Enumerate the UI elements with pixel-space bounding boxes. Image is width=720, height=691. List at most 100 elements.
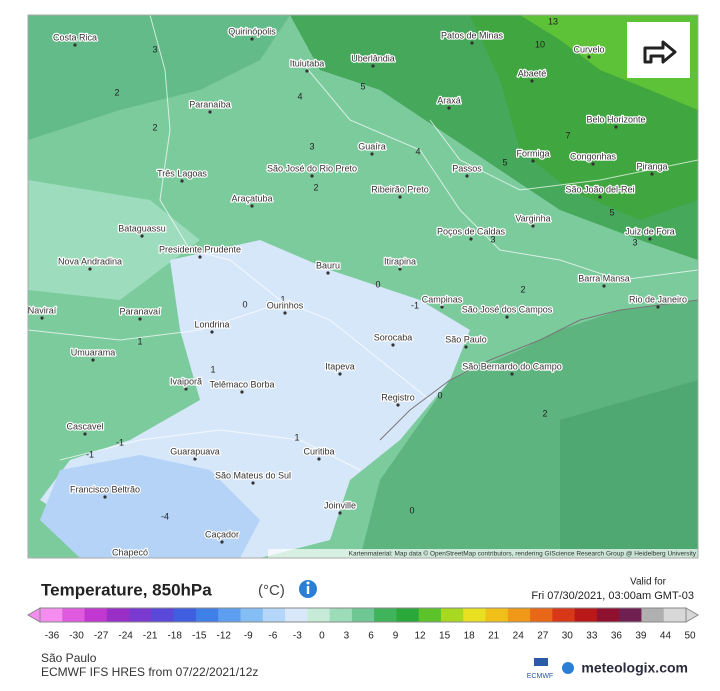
contour-label: 10 xyxy=(535,39,545,49)
city-dot xyxy=(208,110,212,114)
map-frame xyxy=(27,14,699,559)
contour-label: 0 xyxy=(242,299,247,309)
colorbar-segment xyxy=(262,608,286,622)
contour-label: 2 xyxy=(542,408,547,418)
city-label: Rio de Janeiro xyxy=(629,294,687,304)
legend-tick-label: 9 xyxy=(393,631,399,642)
contour-label: 0 xyxy=(375,279,380,289)
colorbar-segment xyxy=(663,608,687,622)
city-dot xyxy=(250,204,254,208)
city-label: Passos xyxy=(452,163,482,173)
contour-label: 0 xyxy=(409,505,414,515)
city-dot xyxy=(510,372,514,376)
city-dot xyxy=(464,345,468,349)
city-dot xyxy=(398,195,402,199)
info-icon[interactable] xyxy=(299,580,317,598)
city-label: Curvelo xyxy=(573,44,604,54)
city-dot xyxy=(73,43,77,47)
map[interactable]: Kartenmaterial: Map data © OpenStreetMap… xyxy=(28,15,698,562)
city-dot xyxy=(530,79,534,83)
city-dot xyxy=(317,457,321,461)
legend-tick-label: 24 xyxy=(513,631,525,642)
city-dot xyxy=(648,237,652,241)
contour-label: 2 xyxy=(313,182,318,192)
colorbar-segment xyxy=(530,608,553,622)
city-label: São José do Rio Preto xyxy=(267,163,357,173)
city-dot xyxy=(310,174,314,178)
city-dot xyxy=(465,174,469,178)
legend-tick-label: 33 xyxy=(586,631,598,642)
legend-tick-label: 36 xyxy=(611,631,623,642)
valid-label: Valid for xyxy=(630,577,667,588)
city-dot xyxy=(440,305,444,309)
city-dot xyxy=(138,317,142,321)
city-label: Guarapuava xyxy=(170,446,220,456)
colorbar-segment xyxy=(507,608,531,622)
colorbar-segment xyxy=(596,608,620,622)
city-dot xyxy=(210,330,214,334)
colorbar-segment xyxy=(374,608,397,622)
ecmwf-text: ECMWF xyxy=(527,673,553,680)
contour-label: 2 xyxy=(152,122,157,132)
city-label: Naviraí xyxy=(28,305,57,315)
city-label: Piranga xyxy=(636,161,667,171)
contour-label: 1 xyxy=(210,364,215,374)
colorbar-segment xyxy=(485,608,509,622)
city-dot xyxy=(614,125,618,129)
city-label: Abaeté xyxy=(518,68,547,78)
city-label: Ribeirão Preto xyxy=(371,184,429,194)
city-dot xyxy=(470,41,474,45)
city-dot xyxy=(283,311,287,315)
colorbar-end xyxy=(27,607,41,623)
location: São Paulo xyxy=(41,651,97,665)
ecmwf-logo: ECMWF xyxy=(527,658,553,680)
city-dot xyxy=(88,267,92,271)
city-dot xyxy=(598,195,602,199)
city-dot xyxy=(469,237,473,241)
city-label: Belo Horizonte xyxy=(586,114,645,124)
city-label: Joinville xyxy=(324,500,356,510)
city-dot xyxy=(650,172,654,176)
city-dot xyxy=(656,305,660,309)
city-dot xyxy=(250,37,254,41)
city-dot xyxy=(251,481,255,485)
city-dot xyxy=(180,179,184,183)
city-label: São João del-Rei xyxy=(565,184,634,194)
city-dot xyxy=(391,343,395,347)
city-label: Cascavel xyxy=(66,421,103,431)
city-label: Registro xyxy=(381,392,415,402)
city-dot xyxy=(338,372,342,376)
contour-label: 3 xyxy=(490,234,495,244)
legend-tick-label: 27 xyxy=(537,631,549,642)
share-button[interactable] xyxy=(627,22,690,78)
contour-label: 4 xyxy=(297,91,302,101)
city-dot xyxy=(587,55,591,59)
colorbar-segment xyxy=(151,608,175,622)
legend-tick-label: 3 xyxy=(344,631,350,642)
colorbar-segment xyxy=(307,608,331,622)
valid-time: Fri 07/30/2021, 03:00am GMT-03 xyxy=(531,590,694,602)
city-label: São José dos Campos xyxy=(462,304,553,314)
city-dot xyxy=(198,255,202,259)
city-label: Uberlândia xyxy=(351,53,395,63)
city-dot xyxy=(184,387,188,391)
city-label: Ivaiporã xyxy=(170,376,202,386)
contour-label: 5 xyxy=(609,207,614,217)
legend-tick-label: -27 xyxy=(94,631,109,642)
legend-tick-label: 12 xyxy=(415,631,427,642)
colorbar: -36 -30 -27 -24 -21 -18 -15 -12 -9 -6 -3 0 3 6 9 12 15 18… xyxy=(27,607,699,642)
city-dot xyxy=(370,152,374,156)
city-label: Ourinhos xyxy=(267,300,304,310)
city-dot xyxy=(128,558,131,561)
city-label: Londrina xyxy=(194,319,229,329)
contour-label: 1 xyxy=(294,432,299,442)
colorbar-segment xyxy=(285,608,308,622)
city-label: Formiga xyxy=(516,148,549,158)
contour-label: 2 xyxy=(114,87,119,97)
legend-tick-label: 18 xyxy=(464,631,476,642)
city-dot xyxy=(505,315,509,319)
city-dot xyxy=(338,511,342,515)
city-label: Nova Andradina xyxy=(58,256,122,266)
city-dot xyxy=(193,457,197,461)
city-label: Costa Rica xyxy=(53,32,97,42)
